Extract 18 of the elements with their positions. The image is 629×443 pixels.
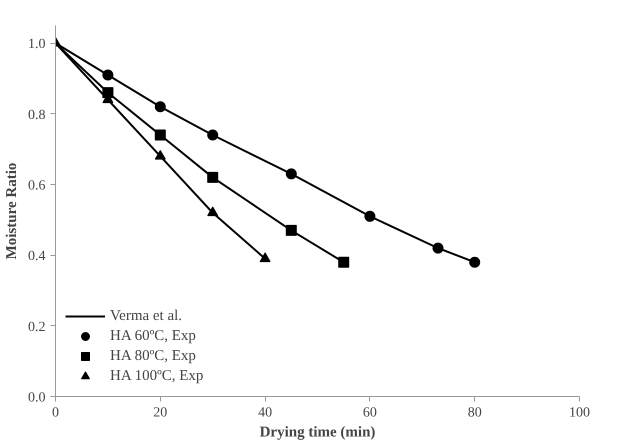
y-tick-label: 1.0 [28,37,46,52]
x-tick-label: 100 [569,406,590,420]
y-tick-label: 0.2 [28,320,46,335]
x-tick-label: 20 [153,406,168,420]
legend-label: HA 60ºC, Exp [110,328,196,344]
y-tick-label: 0.6 [28,178,46,194]
y-tick-label: 0.4 [28,249,46,264]
legend-label: HA 80ºC, Exp [110,348,196,364]
x-tick-label: 60 [362,406,377,420]
x-tick-label: 80 [468,406,482,420]
y-tick-label: 0.8 [28,108,46,123]
x-tick-label: 0 [52,406,59,420]
y-tick-label: 0.0 [28,390,46,406]
legend-label: HA 100ºC, Exp [110,368,204,384]
legend-label: Verma et al. [110,308,182,324]
x-tick-label: 40 [258,406,272,420]
x-axis-title: Drying time (min) [260,424,376,440]
y-axis-title: Moisture Ratio [4,162,20,260]
